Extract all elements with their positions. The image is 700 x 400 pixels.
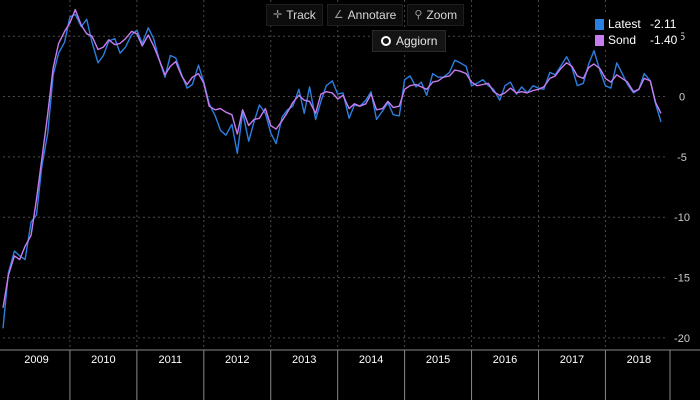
series-lines [2, 8, 662, 329]
track-label: Track [286, 8, 316, 22]
crosshair-icon: ✛ [273, 9, 283, 21]
legend-item-latest: Latest -2.11 [595, 16, 677, 32]
x-tick-label: 2011 [159, 354, 183, 366]
series-line-latest [2, 13, 662, 329]
legend-swatch-sond [595, 34, 604, 46]
legend-value-latest: -2.11 [650, 17, 677, 31]
chart-toolbar: ✛ Track ∠ Annotare ⚲ Zoom [266, 4, 465, 26]
refresh-label: Aggiorn [396, 34, 438, 48]
legend-item-sond: Sond -1.40 [595, 32, 677, 48]
series-line-sond [2, 8, 662, 308]
refresh-icon [381, 36, 391, 46]
zoom-button[interactable]: ⚲ Zoom [407, 4, 465, 26]
x-tick-label: 2013 [292, 354, 316, 366]
chart-legend: Latest -2.11 Sond -1.40 [591, 15, 682, 49]
y-tick-label: 0 [679, 92, 685, 104]
x-tick-label: 2018 [627, 354, 651, 366]
pencil-icon: ∠ [333, 9, 344, 21]
x-tick-label: 2017 [560, 354, 584, 366]
zoom-label: Zoom [426, 8, 458, 22]
x-tick-label: 2015 [426, 354, 450, 366]
y-axis-tick-labels: 5 0 -5 -10 -15 -20 [674, 31, 690, 345]
y-tick-label: -5 [677, 152, 687, 164]
track-button[interactable]: ✛ Track [266, 4, 323, 26]
x-axis: 2009 2010 2011 2012 2013 2014 2015 2016 2017 2018 [0, 349, 700, 400]
y-tick-label: 5 [679, 31, 685, 43]
legend-swatch-latest [595, 18, 604, 30]
x-tick-label: 2010 [91, 354, 115, 366]
x-tick-label: 2009 [24, 354, 48, 366]
grid-lines [3, 0, 667, 350]
y-tick-label: -10 [674, 212, 690, 224]
legend-value-sond: -1.40 [650, 33, 678, 47]
y-tick-label: -20 [674, 333, 690, 345]
magnifier-icon: ⚲ [414, 9, 423, 21]
x-tick-label: 2016 [493, 354, 517, 366]
annotate-label: Annotare [347, 8, 397, 22]
legend-label-sond: Sond [608, 33, 637, 47]
refresh-button[interactable]: Aggiorn [372, 30, 447, 52]
y-tick-label: -15 [674, 273, 690, 285]
x-tick-label: 2014 [359, 354, 383, 366]
legend-label-latest: Latest [608, 17, 641, 31]
annotate-button[interactable]: ∠ Annotare [326, 4, 404, 26]
x-tick-label: 2012 [225, 354, 249, 366]
